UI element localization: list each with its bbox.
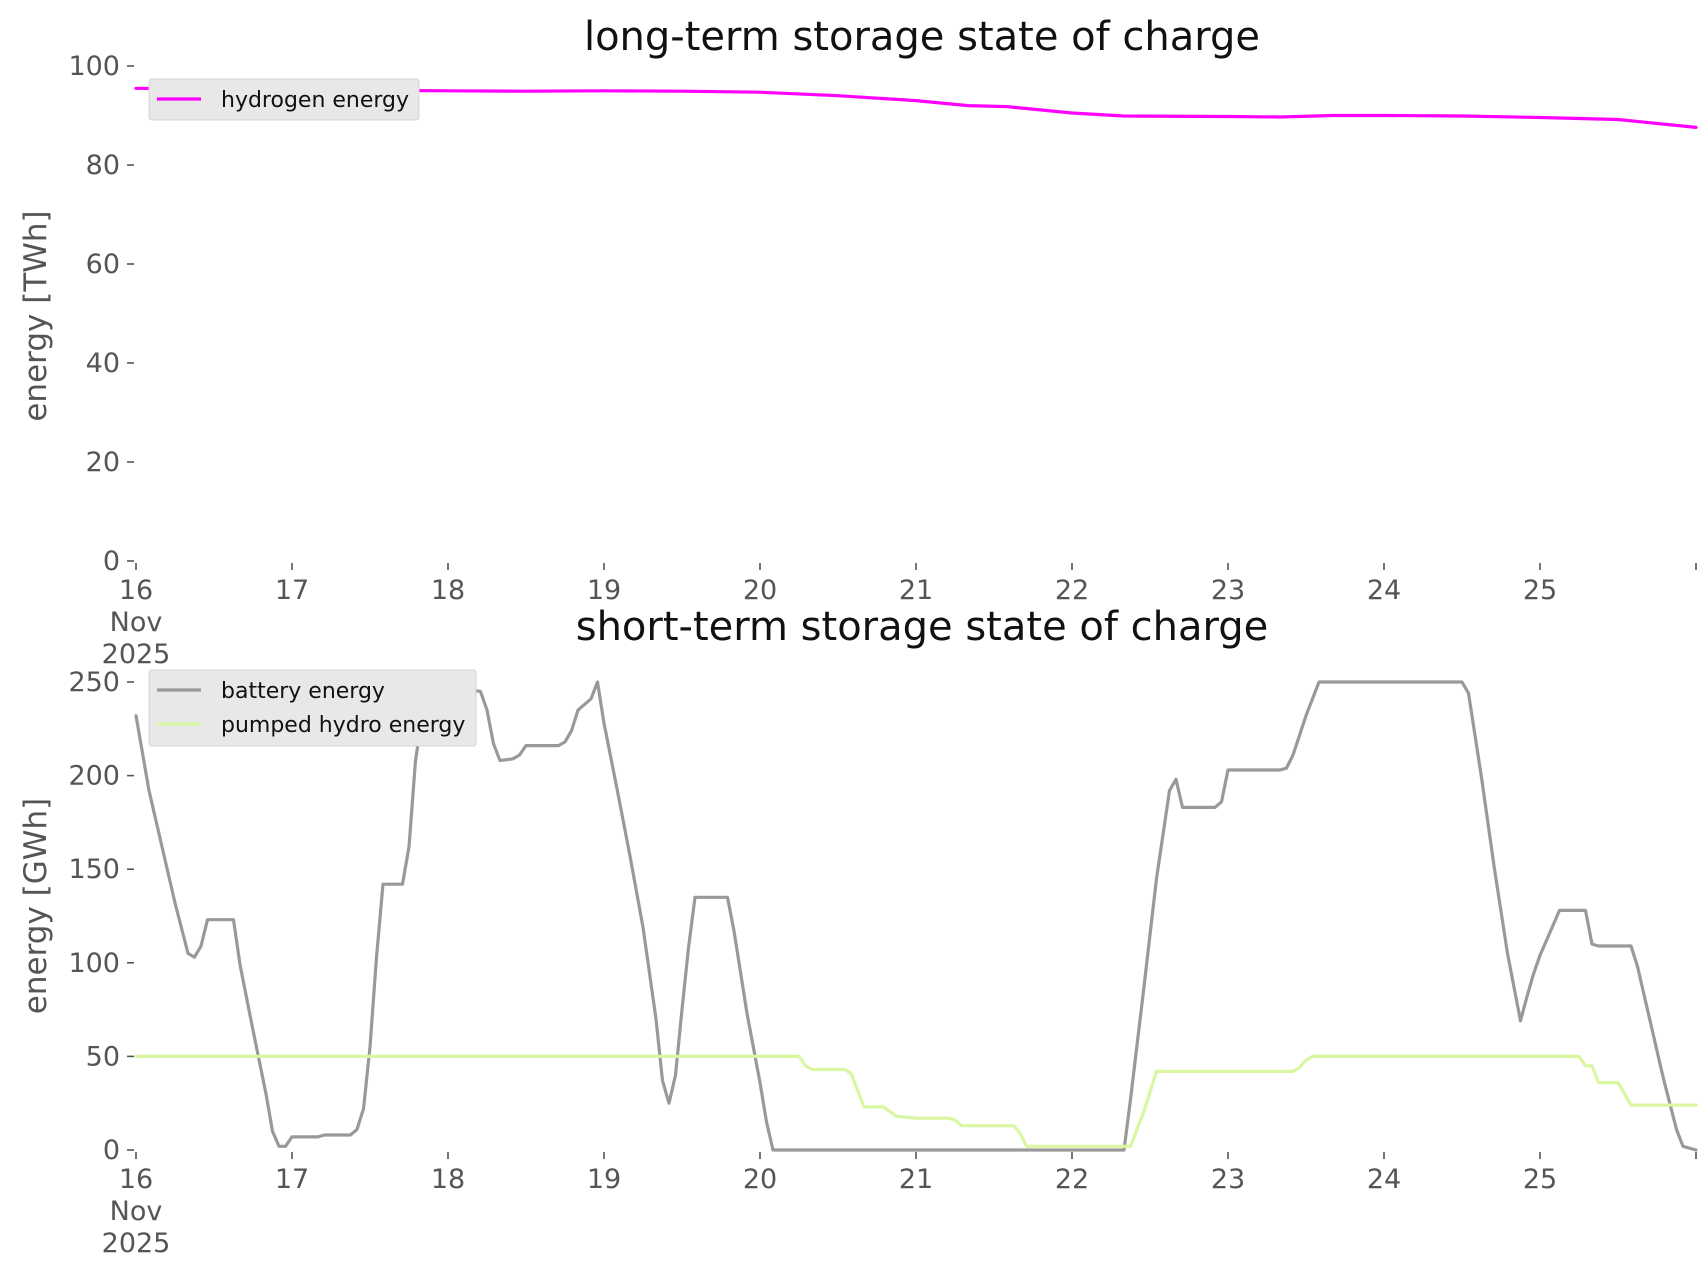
y-tick-label: 50 <box>86 1041 120 1072</box>
x-tick-label: 17 <box>275 1164 309 1195</box>
y-axis-label: energy [GWh] <box>18 798 54 1014</box>
x-tick-label: 23 <box>1211 575 1245 606</box>
x-tick-label: 24 <box>1367 575 1401 606</box>
series-layer <box>134 86 1698 130</box>
y-tick-label: 250 <box>68 667 120 698</box>
x-tick-label: 18 <box>431 575 465 606</box>
y-tick-label: 150 <box>68 854 120 885</box>
x-tick-label: Nov <box>110 1196 163 1227</box>
y-axis: 0 50 100 150 200 250 <box>68 667 134 1166</box>
y-tick-label: 0 <box>103 1135 120 1166</box>
x-tick-label: 18 <box>431 1164 465 1195</box>
legend-box <box>148 669 477 747</box>
x-tick-label: 25 <box>1523 575 1557 606</box>
chart-title: short-term storage state of charge <box>576 604 1269 650</box>
x-tick-label: 25 <box>1523 1164 1557 1195</box>
series-line-hydrogen-energy <box>134 86 1698 130</box>
x-tick-label: 20 <box>743 575 777 606</box>
x-tick-label: 21 <box>899 1164 933 1195</box>
y-axis-label: energy [TWh] <box>18 210 54 421</box>
series-line-pumped-hydro-energy <box>134 1054 1698 1148</box>
short-term-storage-chart: short-term storage state of charge energ… <box>18 604 1698 1259</box>
x-tick-label: 21 <box>899 575 933 606</box>
x-tick-label: 19 <box>587 575 621 606</box>
y-tick-label: 80 <box>86 150 120 181</box>
x-tick-label: 22 <box>1055 575 1089 606</box>
y-tick-label: 0 <box>103 546 120 577</box>
y-axis: 0 20 40 60 80 100 <box>68 51 134 577</box>
y-tick-label: 20 <box>86 447 120 478</box>
y-tick-label: 40 <box>86 348 120 379</box>
x-tick-label: 2025 <box>102 639 171 670</box>
x-tick-label: 22 <box>1055 1164 1089 1195</box>
y-tick-label: 60 <box>86 249 120 280</box>
x-tick-label: 16 <box>119 575 153 606</box>
x-tick-label: 20 <box>743 1164 777 1195</box>
x-tick-label: 16 <box>119 1164 153 1195</box>
x-tick-label: 19 <box>587 1164 621 1195</box>
series-line-battery-energy <box>134 680 1698 1152</box>
x-tick-label: 2025 <box>102 1228 171 1259</box>
legend-label: pumped hydro energy <box>221 713 465 738</box>
x-tick-label: 24 <box>1367 1164 1401 1195</box>
series-layer <box>134 680 1698 1152</box>
legend: hydrogen energy <box>148 78 420 121</box>
chart-title: long-term storage state of charge <box>584 14 1260 60</box>
y-tick-label: 200 <box>68 761 120 792</box>
y-tick-label: 100 <box>68 948 120 979</box>
y-tick-label: 100 <box>68 51 120 82</box>
legend: battery energy pumped hydro energy <box>148 669 477 747</box>
legend-label: hydrogen energy <box>221 88 409 113</box>
x-tick-label: 23 <box>1211 1164 1245 1195</box>
x-tick-label: 17 <box>275 575 309 606</box>
x-tick-label: Nov <box>110 607 163 638</box>
long-term-storage-chart: long-term storage state of charge energy… <box>18 14 1698 670</box>
legend-box <box>148 78 420 121</box>
legend-label: battery energy <box>221 679 385 704</box>
